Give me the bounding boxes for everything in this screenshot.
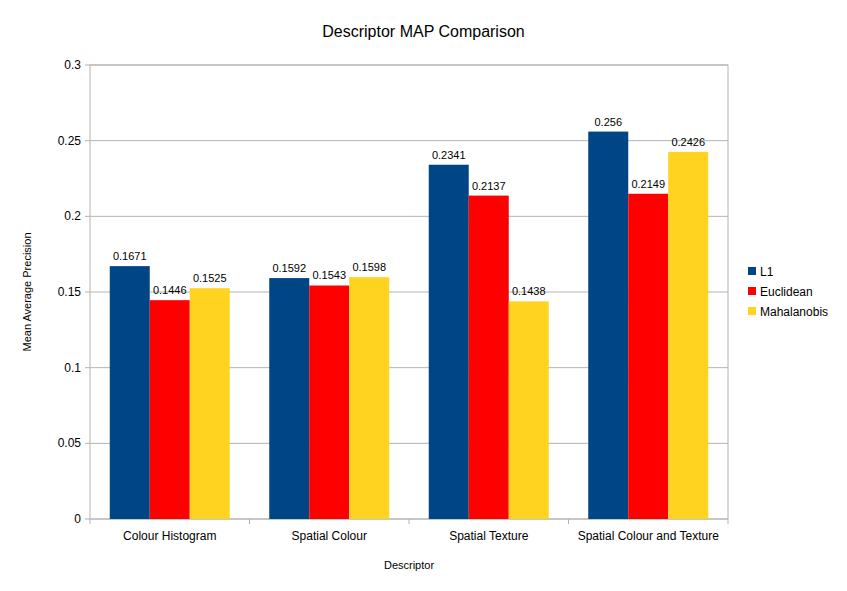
data-label: 0.2341 — [432, 149, 466, 161]
legend-swatch — [748, 287, 756, 295]
legend-label: Euclidean — [760, 285, 813, 299]
bar — [349, 277, 389, 519]
data-label: 0.256 — [594, 116, 622, 128]
data-label: 0.2137 — [472, 180, 506, 192]
x-tick-label: Spatial Colour and Texture — [578, 529, 720, 543]
data-label: 0.1438 — [512, 285, 546, 297]
legend-swatch — [748, 307, 756, 315]
x-tick-label: Colour Histogram — [123, 529, 216, 543]
data-label: 0.1525 — [193, 272, 227, 284]
y-tick-label: 0.3 — [64, 58, 81, 72]
data-label: 0.1671 — [113, 250, 147, 262]
x-axis-label: Descriptor — [384, 559, 434, 571]
data-label: 0.2149 — [631, 178, 665, 190]
y-tick — [85, 292, 90, 293]
bar — [628, 194, 668, 519]
chart-svg: Descriptor MAP Comparison 0 0.05 0.1 0.15 0.2… — [0, 0, 847, 591]
bar — [150, 300, 190, 519]
x-tick — [249, 519, 250, 524]
x-tick — [568, 519, 569, 524]
y-tick-label: 0.2 — [64, 209, 81, 223]
bar — [269, 278, 309, 519]
bar — [469, 196, 509, 519]
x-tick — [409, 519, 410, 524]
x-tick-label: Spatial Texture — [449, 529, 528, 543]
data-label: 0.1592 — [272, 262, 306, 274]
y-tick-label: 0.05 — [58, 436, 82, 450]
y-tick-label: 0 — [74, 512, 81, 526]
y-tick — [85, 65, 90, 66]
x-tick-label: Spatial Colour — [292, 529, 367, 543]
x-tick — [728, 519, 729, 524]
data-label: 0.1598 — [352, 261, 386, 273]
plot-frame — [90, 65, 728, 519]
y-tick-label: 0.25 — [58, 134, 82, 148]
y-tick — [85, 216, 90, 217]
bar — [509, 301, 549, 519]
y-tick-label: 0.15 — [58, 285, 82, 299]
title: Descriptor MAP Comparison — [322, 23, 524, 40]
bar — [309, 285, 349, 519]
grid-line — [90, 140, 728, 141]
data-label: 0.1446 — [153, 284, 187, 296]
y-tick — [85, 519, 90, 520]
bars — [110, 132, 709, 519]
bar — [668, 152, 708, 519]
y-tick-label: 0.1 — [64, 361, 81, 375]
legend-label: L1 — [760, 265, 774, 279]
y-tick — [85, 443, 90, 444]
y-tick — [85, 367, 90, 368]
bar — [110, 266, 150, 519]
bar — [190, 288, 230, 519]
legend-swatch — [748, 267, 756, 275]
bar — [429, 165, 469, 519]
bar — [588, 132, 628, 519]
data-label: 0.1543 — [312, 269, 346, 281]
legend-label: Mahalanobis — [760, 305, 828, 319]
y-tick — [85, 140, 90, 141]
chart-container: Descriptor MAP Comparison 0 0.05 0.1 0.15 0.2… — [0, 0, 847, 591]
x-tick — [90, 519, 91, 524]
data-label: 0.2426 — [671, 136, 705, 148]
y-axis-label: Mean Average Precision — [21, 232, 33, 351]
legend: L1 Euclidean Mahalanobis — [748, 265, 828, 319]
